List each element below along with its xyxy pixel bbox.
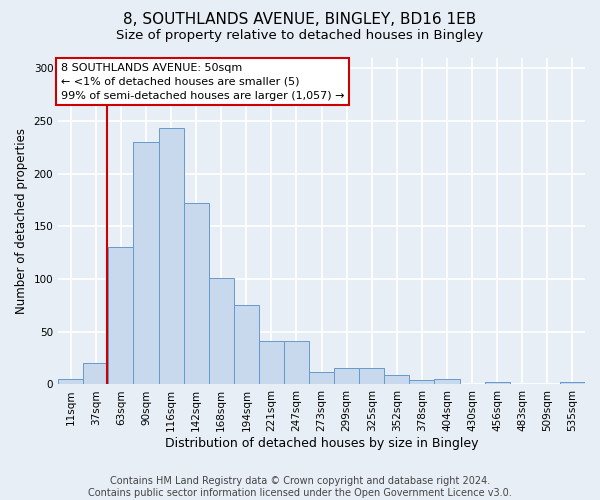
Bar: [234, 306, 259, 384]
Text: 8, SOUTHLANDS AVENUE, BINGLEY, BD16 1EB: 8, SOUTHLANDS AVENUE, BINGLEY, BD16 1EB: [124, 12, 476, 28]
Bar: [259, 341, 284, 384]
Bar: [409, 380, 434, 384]
Bar: [385, 375, 409, 384]
Bar: [485, 382, 510, 384]
Bar: [284, 341, 309, 384]
Bar: [184, 203, 209, 384]
Text: Contains HM Land Registry data © Crown copyright and database right 2024.
Contai: Contains HM Land Registry data © Crown c…: [88, 476, 512, 498]
Bar: [83, 364, 109, 384]
Bar: [158, 128, 184, 384]
Bar: [434, 379, 460, 384]
Bar: [560, 382, 585, 384]
Text: Size of property relative to detached houses in Bingley: Size of property relative to detached ho…: [116, 29, 484, 42]
Bar: [334, 368, 359, 384]
X-axis label: Distribution of detached houses by size in Bingley: Distribution of detached houses by size …: [165, 437, 478, 450]
Bar: [133, 142, 158, 384]
Bar: [309, 372, 334, 384]
Bar: [109, 248, 133, 384]
Bar: [58, 379, 83, 384]
Bar: [209, 278, 234, 384]
Text: 8 SOUTHLANDS AVENUE: 50sqm
← <1% of detached houses are smaller (5)
99% of semi-: 8 SOUTHLANDS AVENUE: 50sqm ← <1% of deta…: [61, 63, 344, 101]
Bar: [359, 368, 385, 384]
Y-axis label: Number of detached properties: Number of detached properties: [15, 128, 28, 314]
